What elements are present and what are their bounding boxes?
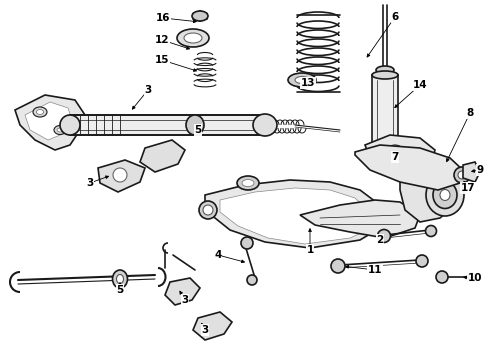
Polygon shape bbox=[220, 188, 372, 244]
Ellipse shape bbox=[199, 201, 217, 219]
Text: 5: 5 bbox=[117, 285, 123, 295]
Polygon shape bbox=[365, 135, 435, 178]
Polygon shape bbox=[355, 145, 465, 190]
Ellipse shape bbox=[376, 66, 394, 74]
Ellipse shape bbox=[177, 29, 209, 47]
Ellipse shape bbox=[458, 171, 466, 179]
Ellipse shape bbox=[184, 33, 202, 43]
Text: 5: 5 bbox=[195, 125, 201, 135]
Ellipse shape bbox=[377, 230, 391, 243]
Text: 4: 4 bbox=[214, 250, 221, 260]
Ellipse shape bbox=[253, 114, 277, 136]
Text: 15: 15 bbox=[155, 55, 169, 65]
Polygon shape bbox=[193, 312, 232, 340]
Polygon shape bbox=[205, 180, 385, 248]
Ellipse shape bbox=[54, 126, 66, 135]
Ellipse shape bbox=[117, 275, 123, 284]
Polygon shape bbox=[15, 95, 85, 150]
Ellipse shape bbox=[390, 150, 400, 160]
Polygon shape bbox=[70, 115, 265, 135]
Text: 9: 9 bbox=[476, 165, 484, 175]
Ellipse shape bbox=[60, 115, 80, 135]
Text: 13: 13 bbox=[301, 78, 315, 88]
Ellipse shape bbox=[375, 166, 395, 174]
Ellipse shape bbox=[454, 167, 470, 183]
Ellipse shape bbox=[242, 180, 254, 186]
Text: 11: 11 bbox=[368, 265, 382, 275]
Ellipse shape bbox=[433, 181, 457, 208]
Text: 14: 14 bbox=[413, 80, 427, 90]
Ellipse shape bbox=[203, 205, 213, 215]
Polygon shape bbox=[463, 162, 480, 182]
Ellipse shape bbox=[436, 271, 448, 283]
Ellipse shape bbox=[331, 259, 345, 273]
Ellipse shape bbox=[468, 273, 476, 281]
Ellipse shape bbox=[113, 168, 127, 182]
Ellipse shape bbox=[33, 107, 47, 117]
Text: 17: 17 bbox=[461, 183, 475, 193]
Polygon shape bbox=[300, 200, 420, 238]
Ellipse shape bbox=[425, 225, 437, 237]
Text: 3: 3 bbox=[181, 295, 189, 305]
Polygon shape bbox=[372, 75, 398, 145]
Polygon shape bbox=[140, 140, 185, 172]
Ellipse shape bbox=[113, 270, 127, 288]
Ellipse shape bbox=[385, 145, 405, 165]
Polygon shape bbox=[98, 160, 145, 192]
Ellipse shape bbox=[295, 77, 309, 84]
Ellipse shape bbox=[372, 141, 398, 149]
Text: 8: 8 bbox=[466, 108, 474, 118]
Text: 10: 10 bbox=[468, 273, 482, 283]
Text: 1: 1 bbox=[306, 245, 314, 255]
Polygon shape bbox=[375, 145, 395, 170]
Ellipse shape bbox=[57, 128, 63, 132]
Text: 16: 16 bbox=[156, 13, 170, 23]
Ellipse shape bbox=[247, 275, 257, 285]
Ellipse shape bbox=[426, 174, 464, 216]
Polygon shape bbox=[400, 168, 460, 222]
Polygon shape bbox=[25, 102, 72, 140]
Ellipse shape bbox=[186, 115, 204, 135]
Text: 3: 3 bbox=[86, 178, 94, 188]
Ellipse shape bbox=[36, 109, 44, 114]
Text: 2: 2 bbox=[376, 235, 384, 245]
Polygon shape bbox=[165, 278, 200, 305]
Ellipse shape bbox=[237, 176, 259, 190]
Ellipse shape bbox=[416, 255, 428, 267]
Text: 6: 6 bbox=[392, 12, 399, 22]
Ellipse shape bbox=[440, 189, 450, 201]
Ellipse shape bbox=[241, 237, 253, 249]
Text: 12: 12 bbox=[155, 35, 169, 45]
Ellipse shape bbox=[192, 11, 208, 21]
Text: 7: 7 bbox=[392, 152, 399, 162]
Text: 3: 3 bbox=[201, 325, 209, 335]
Text: 3: 3 bbox=[145, 85, 151, 95]
Ellipse shape bbox=[288, 73, 316, 87]
Ellipse shape bbox=[372, 71, 398, 79]
